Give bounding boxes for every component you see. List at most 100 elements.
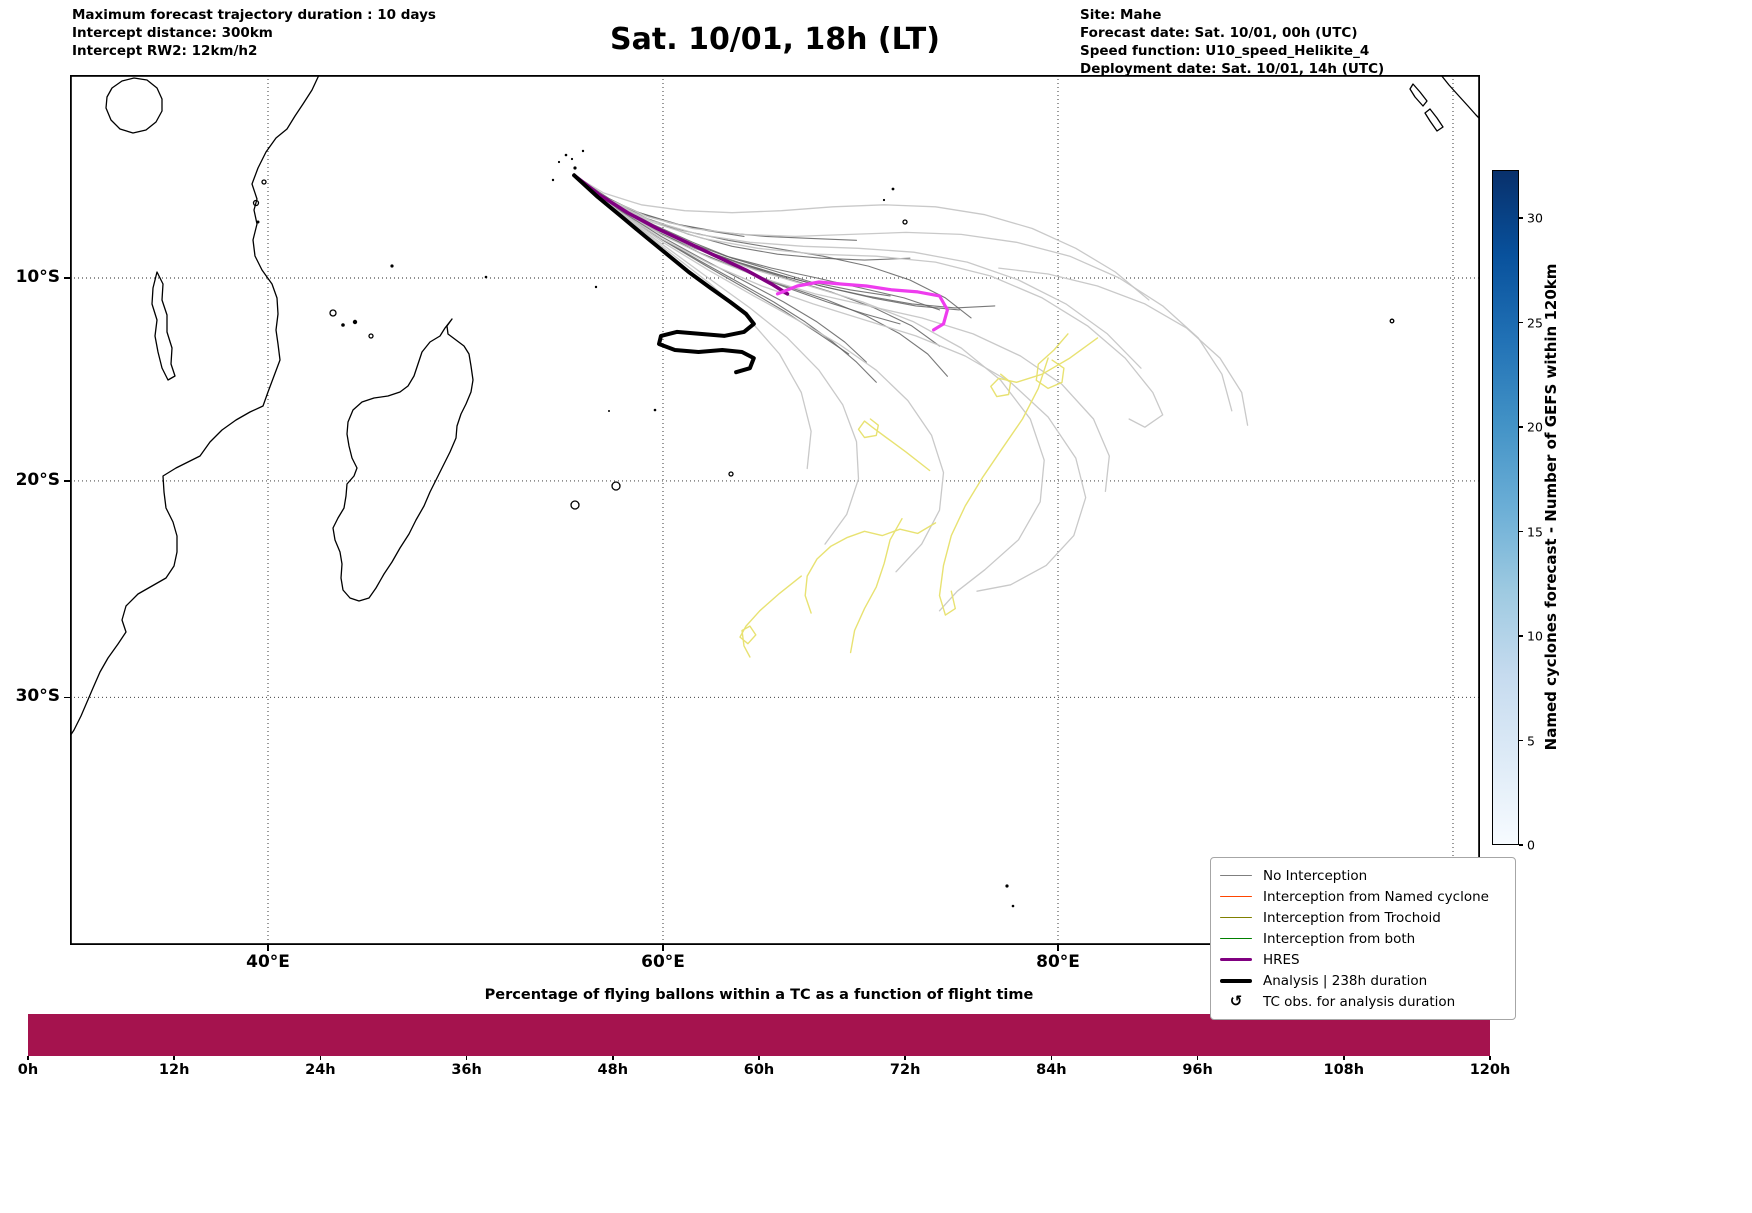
island-amirantes [551,178,555,182]
legend-row-3: Interception from both [1220,928,1506,949]
bottom-axis-tick-label: 72h [889,1062,921,1078]
island-seychelles-1 [564,153,568,157]
lat-tickmark [64,480,70,482]
map-border [70,75,1480,945]
trajectory-tc-gefs-tracks [990,337,1099,398]
island-grande-comore [329,309,337,317]
island-chagos-1 [891,187,895,191]
trajectory-tc-gefs-tracks [938,357,1049,616]
legend-line-swatch [1220,978,1252,983]
colorbar-tickmark [1519,426,1523,428]
island-amsterdam [1005,884,1009,888]
trajectory-no-interception-faded [573,174,860,545]
bottom-axis-tick-label: 24h [305,1062,336,1078]
header-left-line-3: Intercept RW2: 12km/h2 [72,43,258,59]
trajectory-no-interception-faded [998,267,1249,426]
bottom-axis-tick-label: 84h [1036,1062,1067,1078]
bottom-axis-tickmark [27,1056,29,1060]
trajectory-no-interception-ensemble [573,174,867,363]
header-left-line-2: Intercept distance: 300km [72,25,273,41]
trajectory-tc-gefs-tracks [1035,333,1069,390]
colorbar-tickmark [1519,217,1523,219]
legend-item-label: Interception from both [1263,930,1416,947]
bottom-chart-title: Percentage of flying ballons within a TC… [484,987,1034,1003]
lon-tick-label: 40°E [246,952,290,972]
plot-title: Sat. 10/01, 18h (LT) [610,22,940,57]
legend-row-6: ↺ TC obs. for analysis duration [1220,991,1506,1012]
bottom-axis-tickmark [612,1056,614,1060]
bottom-axis-tick-label: 48h [597,1062,629,1078]
trajectory-no-interception-faded [573,174,1233,412]
colorbar-tickmark [1519,844,1523,846]
header-right-line-1: Site: Mahe [1080,7,1162,23]
legend-line-sample-icon [1220,895,1252,898]
legend-row-2: Interception from Trochoid [1220,907,1506,928]
island-moheli [341,323,345,327]
trajectory-no-interception-faded [573,174,1110,493]
lat-tickmark [64,277,70,279]
island-farquhar [484,275,488,279]
legend-line-sample-icon [1220,957,1252,962]
legend-line-swatch [1220,957,1252,962]
legend-line-sample-icon [1220,937,1252,940]
island-cocos-keeling [1389,318,1395,324]
island-nias [1409,83,1428,107]
colorbar-tick-label: 10 [1527,628,1543,644]
header-left-line-1: Maximum forecast trajectory duration : 1… [72,7,436,23]
bottom-axis-tick-label: 96h [1182,1062,1213,1078]
lon-tickmark [1057,945,1059,951]
bottom-axis-tick-label: 36h [451,1062,482,1078]
island-tromelin [608,410,610,412]
header-right-line-2: Forecast date: Sat. 10/01, 00h (UTC) [1080,25,1358,41]
bottom-axis-tickmark [465,1056,468,1060]
island-seychelles-3 [581,149,585,153]
bottom-axis-tickmark [758,1056,760,1060]
colorbar-tick-label: 25 [1527,315,1543,331]
island-st-paul [1011,904,1015,908]
bottom-axis-tick-label: 108h [1323,1062,1365,1078]
island-zanzibar [252,199,260,207]
trajectory-no-interception-faded [573,174,1087,592]
legend-line-swatch [1220,916,1252,919]
header-left-block: Maximum forecast trajectory duration : 1… [72,6,436,60]
trajectory-tc-gefs-tracks [739,575,802,658]
trajectory-no-interception-ensemble [573,174,996,309]
island-pemba [261,179,267,185]
lon-tick-label: 60°E [641,952,685,972]
island-seychelles-2 [570,157,574,161]
colorbar-tickmark [1519,321,1523,324]
bottom-axis-tick-label: 0h [17,1062,39,1078]
bottom-axis-tick-label: 120h [1469,1062,1511,1078]
island-rodrigues [728,471,734,477]
island-mayotte [368,333,374,339]
trajectory-no-interception-faded [573,174,1142,369]
island-mahe [573,166,577,170]
trajectory-tc-gefs-tracks [849,518,903,654]
legend-item-label: Interception from Trochoid [1263,909,1441,926]
island-seychelles-4 [557,160,561,164]
legend-line-swatch [1220,895,1252,898]
coastlines [70,75,1480,908]
trajectory-no-interception-faded [573,174,945,573]
trajectory-tc-gefs-tracks [857,418,931,472]
legend-row-4: HRES [1220,949,1506,970]
colorbar-tickmark [1519,635,1523,637]
colorbar-gradient [1492,170,1519,845]
trajectory-no-interception-faded [573,174,1164,428]
legend-line-swatch [1220,937,1252,940]
colorbar-tick-label: 15 [1527,524,1543,540]
legend-row-1: Interception from Named cyclone [1220,886,1506,907]
lon-tickmark [662,945,664,951]
bottom-axis-tickmark [1343,1056,1345,1060]
lat-tick-label: 10°S [15,267,60,287]
legend-items: No Interception Interception from Named c… [1220,865,1506,1012]
colorbar-tick-label: 30 [1527,210,1543,226]
bottom-axis-tickmark [173,1056,175,1060]
coastline-africa [70,75,320,737]
bottom-axis-tickmark [1489,1056,1491,1060]
colorbar-tickmark [1519,739,1523,742]
lon-tick-label: 80°E [1036,952,1080,972]
colorbar-tick-label: 20 [1527,419,1543,435]
header-right-block: Site: Mahe Forecast date: Sat. 10/01, 00… [1080,6,1384,78]
